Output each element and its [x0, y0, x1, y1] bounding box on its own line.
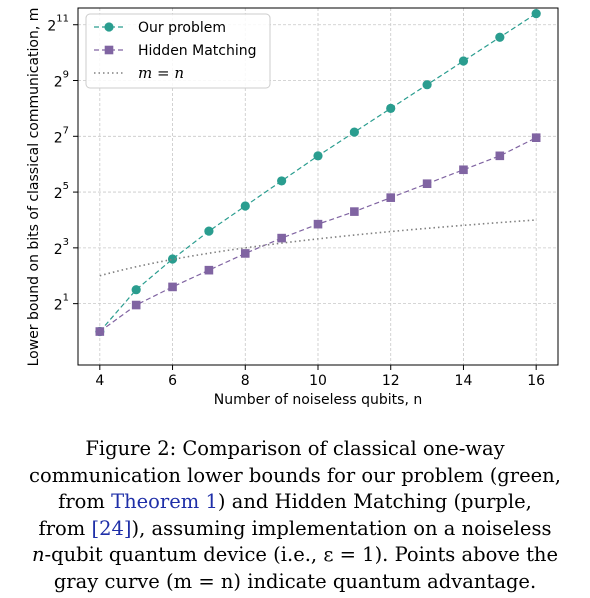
y-tick-label: 23 — [54, 237, 69, 258]
x-axis: 4 6 8 10 12 14 16 — [95, 365, 545, 389]
caption-line-4: from [24]), assuming implementation on a… — [10, 516, 580, 543]
caption-line-6: gray curve (m = n) indicate quantum adva… — [53, 569, 537, 593]
series-layer — [95, 8, 541, 337]
data-point-square — [531, 133, 541, 142]
data-point-square — [386, 193, 396, 202]
figure-caption: Figure 2: Comparison of classical one-wa… — [10, 436, 580, 595]
data-point-circle — [458, 56, 469, 66]
legend-entry-label: Our problem — [138, 20, 226, 36]
data-point-circle — [531, 8, 541, 19]
legend-box — [85, 13, 271, 89]
data-point-square — [350, 207, 359, 216]
caption-line-3: from Theorem 1) and Hidden Matching (pur… — [10, 489, 580, 516]
data-point-circle — [240, 201, 250, 211]
caption-line-2: communication lower bounds for our probl… — [29, 463, 561, 487]
x-tick-label: 4 — [95, 373, 104, 389]
caption-text: ), assuming implementation on a noiseles… — [131, 516, 552, 540]
x-tick-label: 6 — [168, 373, 177, 389]
series-line — [99, 219, 537, 277]
y-tick-label: 27 — [54, 125, 69, 146]
data-point-circle — [386, 103, 396, 114]
y-tick-label: 29 — [54, 70, 69, 91]
data-point-square — [240, 249, 250, 258]
legend-entry-label: m = n — [138, 64, 184, 82]
caption-text: from — [38, 516, 92, 540]
x-tick-label: 14 — [455, 373, 473, 389]
data-point-square — [313, 219, 323, 229]
x-tick-label: 10 — [309, 373, 327, 389]
data-point-circle — [104, 22, 114, 32]
legend: Our problem Hidden Matching m = n — [85, 13, 271, 89]
caption-variable-n: n — [31, 543, 45, 566]
grid — [78, 8, 558, 365]
chart: 4 6 8 10 12 14 16 21 23 25 27 29 211 Number of nois… — [26, 7, 559, 408]
y-axis-label: Lower bound on bits of classical communi… — [26, 8, 42, 367]
data-point-square — [131, 300, 141, 310]
data-point-circle — [131, 285, 141, 295]
data-point-circle — [313, 151, 323, 161]
x-tick-label: 16 — [527, 373, 545, 389]
data-point-square — [168, 282, 177, 292]
x-axis-label: Number of noiseless qubits, n — [214, 392, 423, 408]
data-point-circle — [277, 176, 287, 186]
x-tick-label: 12 — [382, 373, 400, 389]
y-tick-label: 25 — [54, 181, 69, 202]
data-point-circle — [349, 127, 359, 137]
data-point-square — [95, 327, 105, 336]
caption-line-5: n-qubit quantum device (i.e., ε = 1). Po… — [10, 542, 580, 569]
data-point-circle — [167, 254, 178, 264]
caption-line-1: Figure 2: Comparison of classical one-wa… — [85, 437, 505, 460]
y-axis: 21 23 25 27 29 211 — [47, 14, 78, 314]
data-point-square — [459, 165, 468, 175]
caption-text: -qubit quantum device (i.e., ε = 1). Poi… — [44, 543, 559, 566]
caption-text: ) and Hidden Matching (purple, — [217, 490, 532, 513]
data-point-square — [277, 233, 286, 243]
data-point-square — [495, 151, 505, 161]
data-point-square — [422, 179, 432, 189]
y-tick-label: 211 — [47, 14, 69, 35]
data-point-square — [104, 45, 114, 55]
data-point-circle — [204, 226, 214, 236]
caption-text: from — [58, 490, 112, 513]
citation-link[interactable]: [24] — [91, 516, 132, 540]
y-tick-label: 21 — [54, 293, 69, 314]
data-point-square — [204, 265, 214, 275]
x-tick-label: 8 — [241, 373, 250, 389]
data-point-circle — [422, 80, 432, 90]
theorem-link[interactable]: Theorem 1 — [111, 490, 218, 513]
data-point-circle — [495, 32, 505, 42]
legend-entry-label: Hidden Matching — [138, 43, 257, 59]
